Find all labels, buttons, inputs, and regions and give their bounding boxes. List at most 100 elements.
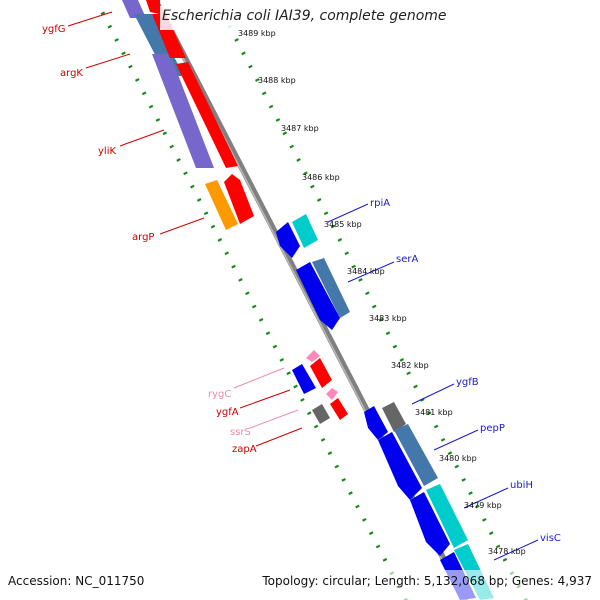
outer-tick: [371, 304, 377, 309]
inner-tick: [217, 238, 223, 242]
gene-pepP-steel[interactable]: [394, 424, 438, 486]
outer-tick: [488, 531, 494, 536]
gene-argP-red[interactable]: [224, 174, 254, 224]
gene-ygfG-block[interactable]: [122, 0, 146, 18]
inner-tick: [190, 184, 195, 189]
right-labels: rpiA serA ygfB pepP ubiH visC: [327, 198, 561, 561]
gene-ubiH-cyan[interactable]: [426, 484, 468, 548]
gene-yliK-block[interactable]: [152, 54, 214, 168]
inner-tick: [313, 424, 319, 429]
inner-tick: [203, 211, 209, 216]
outer-tick: [413, 384, 418, 389]
gene-rygC[interactable]: [306, 350, 320, 362]
inner-tick: [293, 384, 298, 389]
inner-tick: [224, 251, 229, 256]
outer-tick: [234, 38, 239, 42]
gene-zapA[interactable]: [330, 398, 348, 420]
outer-tick: [420, 397, 425, 402]
outer-tick: [248, 64, 253, 69]
label-ygfB[interactable]: ygfB: [456, 377, 479, 388]
label-visC[interactable]: visC: [540, 533, 561, 544]
outer-tick: [351, 264, 356, 269]
kbp-label: 3485 kbp: [324, 220, 362, 229]
gene-ygfB-gray[interactable]: [382, 402, 406, 432]
inner-tick: [196, 198, 202, 202]
kbp-label: 3486 kbp: [302, 173, 340, 182]
label-rpiA[interactable]: rpiA: [370, 198, 390, 209]
label-rygC[interactable]: rygC: [208, 389, 231, 400]
gene-ssrS[interactable]: [326, 388, 338, 400]
right-strand-genes: [276, 214, 494, 600]
outer-tick: [385, 331, 391, 336]
outer-tick: [378, 318, 384, 322]
outer-tick: [495, 544, 501, 549]
gene-red-3[interactable]: [176, 62, 238, 168]
inner-tick: [114, 38, 119, 42]
outer-tick: [310, 184, 315, 189]
inner-tick: [306, 411, 312, 416]
gene-zapA-gray[interactable]: [312, 404, 330, 424]
kbp-label: 3487 kbp: [281, 124, 319, 133]
label-ubiH[interactable]: ubiH: [510, 480, 533, 491]
kbp-scale-labels: 3489 kbp 3488 kbp 3487 kbp 3486 kbp 3485…: [238, 29, 526, 556]
genome-title: Escherichia coli IAI39, complete genome: [162, 8, 447, 24]
inner-tick: [176, 158, 181, 162]
gene-serA-blue[interactable]: [296, 262, 340, 330]
gene-ygfA[interactable]: [310, 358, 332, 388]
gene-ubiH[interactable]: [410, 492, 450, 556]
inner-tick: [279, 357, 285, 362]
outer-tick: [282, 131, 288, 136]
gene-ygfB-blue[interactable]: [364, 406, 388, 440]
outer-tick-track: [220, 11, 528, 600]
outer-tick: [447, 451, 453, 456]
label-ygfG[interactable]: ygfG: [42, 24, 66, 35]
inner-tick: [251, 304, 257, 309]
kbp-label: 3480 kbp: [439, 454, 477, 463]
label-yliK[interactable]: yliK: [98, 146, 116, 157]
kbp-label: 3483 kbp: [369, 314, 407, 323]
left-labels: ygfG argK yliK argP rygC ygfA ssrS zapA: [42, 11, 303, 455]
outer-tick: [461, 477, 466, 482]
kbp-label: 3481 kbp: [415, 408, 453, 417]
outer-tick: [475, 504, 480, 509]
inner-tick: [258, 318, 264, 322]
gene-ygfA-blue[interactable]: [292, 364, 316, 394]
label-pepP[interactable]: pepP: [480, 423, 505, 434]
outer-tick: [365, 291, 370, 296]
inner-tick: [300, 397, 305, 402]
label-ygfA[interactable]: ygfA: [216, 407, 239, 418]
gene-rpiA-blue[interactable]: [276, 222, 300, 258]
label-serA[interactable]: serA: [396, 254, 418, 265]
kbp-label: 3484 kbp: [347, 267, 385, 276]
gene-rpiA-cyan[interactable]: [292, 214, 318, 248]
inner-tick: [100, 11, 106, 16]
inner-tick: [121, 51, 126, 56]
outer-tick: [399, 357, 405, 362]
label-zapA[interactable]: zapA: [232, 444, 257, 455]
gene-pepP[interactable]: [378, 432, 422, 500]
outer-tick: [303, 171, 308, 176]
gene-serA-steel[interactable]: [312, 258, 350, 318]
inner-tick: [141, 91, 147, 96]
inner-tick: [286, 371, 291, 376]
label-ssrS[interactable]: ssrS: [230, 427, 251, 438]
gene-argP-orange[interactable]: [205, 180, 238, 230]
outer-tick: [440, 437, 446, 442]
inner-tick: [327, 451, 333, 456]
outer-tick: [254, 78, 260, 82]
inner-tick: [382, 557, 388, 562]
inner-tick: [162, 131, 168, 136]
inner-tick-track: [100, 11, 408, 600]
inner-tick: [134, 78, 140, 82]
outer-tick: [406, 371, 411, 376]
label-argK[interactable]: argK: [60, 68, 83, 79]
kbp-label: 3478 kbp: [488, 547, 526, 556]
outer-tick: [316, 198, 322, 202]
inner-tick: [128, 64, 133, 69]
label-argP[interactable]: argP: [132, 232, 154, 243]
inner-tick: [155, 118, 161, 122]
kbp-label: 3479 kbp: [464, 501, 502, 510]
inner-tick: [238, 278, 243, 282]
outer-tick: [433, 424, 439, 429]
outer-tick: [468, 491, 473, 496]
